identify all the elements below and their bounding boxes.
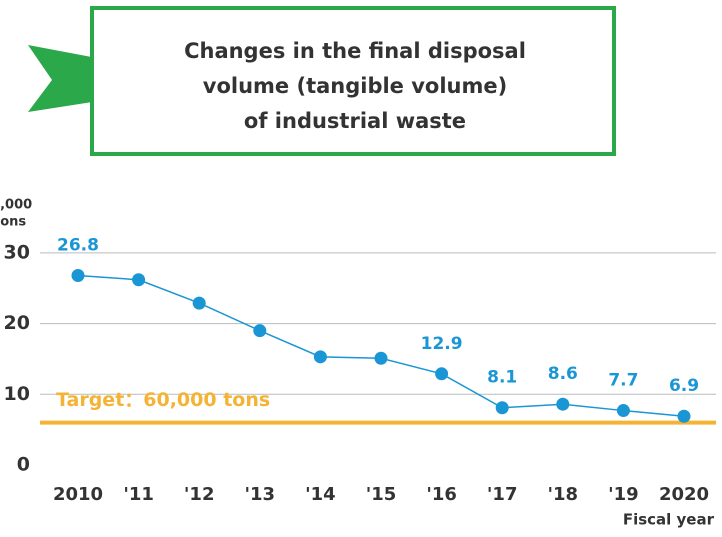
x-tick-label: '13 xyxy=(245,484,276,505)
y-tick-label: 10 xyxy=(4,383,30,405)
data-point xyxy=(435,367,449,381)
x-tick-label: '15 xyxy=(366,484,397,505)
data-point xyxy=(556,397,570,411)
data-label: 26.8 xyxy=(57,236,99,256)
data-label: 12.9 xyxy=(421,334,463,354)
data-point xyxy=(132,273,146,287)
x-tick-label: '19 xyxy=(608,484,639,505)
x-tick-label: '12 xyxy=(184,484,215,505)
chart-title: volume (tangible volume) xyxy=(203,74,507,98)
data-point xyxy=(192,296,206,310)
x-tick-label: '14 xyxy=(305,484,336,505)
data-label: 8.6 xyxy=(548,364,578,384)
x-tick-label: '18 xyxy=(548,484,579,505)
chart-title: of industrial waste xyxy=(244,109,466,133)
x-tick-label: 2020 xyxy=(659,484,709,505)
x-axis-label: Fiscal year xyxy=(623,511,715,529)
title-box xyxy=(90,6,616,156)
data-point xyxy=(374,351,388,365)
x-tick-label: '17 xyxy=(487,484,518,505)
data-label: 7.7 xyxy=(608,371,638,391)
chart-title: Changes in the final disposal xyxy=(184,39,526,63)
data-label: 8.1 xyxy=(487,368,517,388)
y-tick-label: 0 xyxy=(17,454,30,476)
data-point xyxy=(677,409,691,423)
y-unit: 10,000 xyxy=(0,198,32,213)
data-point xyxy=(495,401,509,415)
data-label: 6.9 xyxy=(669,376,699,396)
y-tick-label: 30 xyxy=(4,241,30,263)
x-tick-label: '11 xyxy=(123,484,154,505)
data-point xyxy=(71,269,85,283)
target-label: Target：60,000 tons xyxy=(56,389,270,411)
x-tick-label: '16 xyxy=(426,484,457,505)
data-point xyxy=(253,324,267,338)
y-unit: tons xyxy=(0,215,26,230)
data-point xyxy=(313,350,327,364)
x-tick-label: 2010 xyxy=(53,484,103,505)
data-point xyxy=(616,404,630,418)
y-tick-label: 20 xyxy=(4,312,30,334)
